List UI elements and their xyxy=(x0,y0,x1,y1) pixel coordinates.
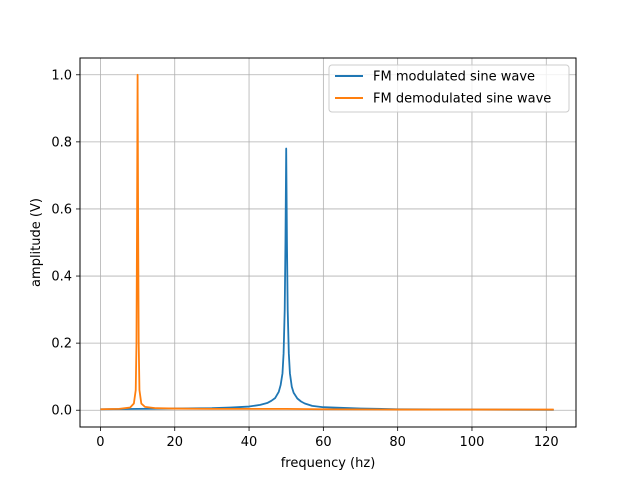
y-axis-label: amplitude (V) xyxy=(29,198,44,287)
y-tick-label: 0.0 xyxy=(51,404,72,419)
legend-label-fm-demodulated: FM demodulated sine wave xyxy=(373,92,551,107)
x-tick-label: 120 xyxy=(534,435,559,450)
legend: FM modulated sine wave FM demodulated si… xyxy=(328,64,570,113)
legend-frame xyxy=(328,64,570,113)
x-tick-label: 40 xyxy=(241,435,258,450)
y-tick-label: 1.0 xyxy=(51,68,72,83)
plot-series xyxy=(100,73,554,411)
x-tick-label: 100 xyxy=(460,435,485,450)
x-tick-label: 20 xyxy=(166,435,183,450)
x-tick-label: 60 xyxy=(315,435,332,450)
x-axis-label: frequency (hz) xyxy=(281,456,376,471)
series-line-fm-demodulated-sine-wave xyxy=(100,73,554,411)
legend-label-fm-modulated: FM modulated sine wave xyxy=(373,70,535,85)
x-tick-label: 0 xyxy=(96,435,104,450)
y-tick-label: 0.4 xyxy=(51,270,72,285)
y-tick-label: 0.8 xyxy=(51,135,72,150)
x-tick-label: 80 xyxy=(389,435,406,450)
series-line-fm-modulated-sine-wave xyxy=(100,147,554,411)
axis-ticks: 0 20 40 60 80 100 120 0.0 0.2 0.4 0.6 0.8 1.0 xyxy=(51,68,558,450)
grid xyxy=(80,58,576,427)
y-tick-label: 0.6 xyxy=(51,202,72,217)
y-tick-label: 0.2 xyxy=(51,337,72,352)
plot-frame xyxy=(79,57,577,428)
